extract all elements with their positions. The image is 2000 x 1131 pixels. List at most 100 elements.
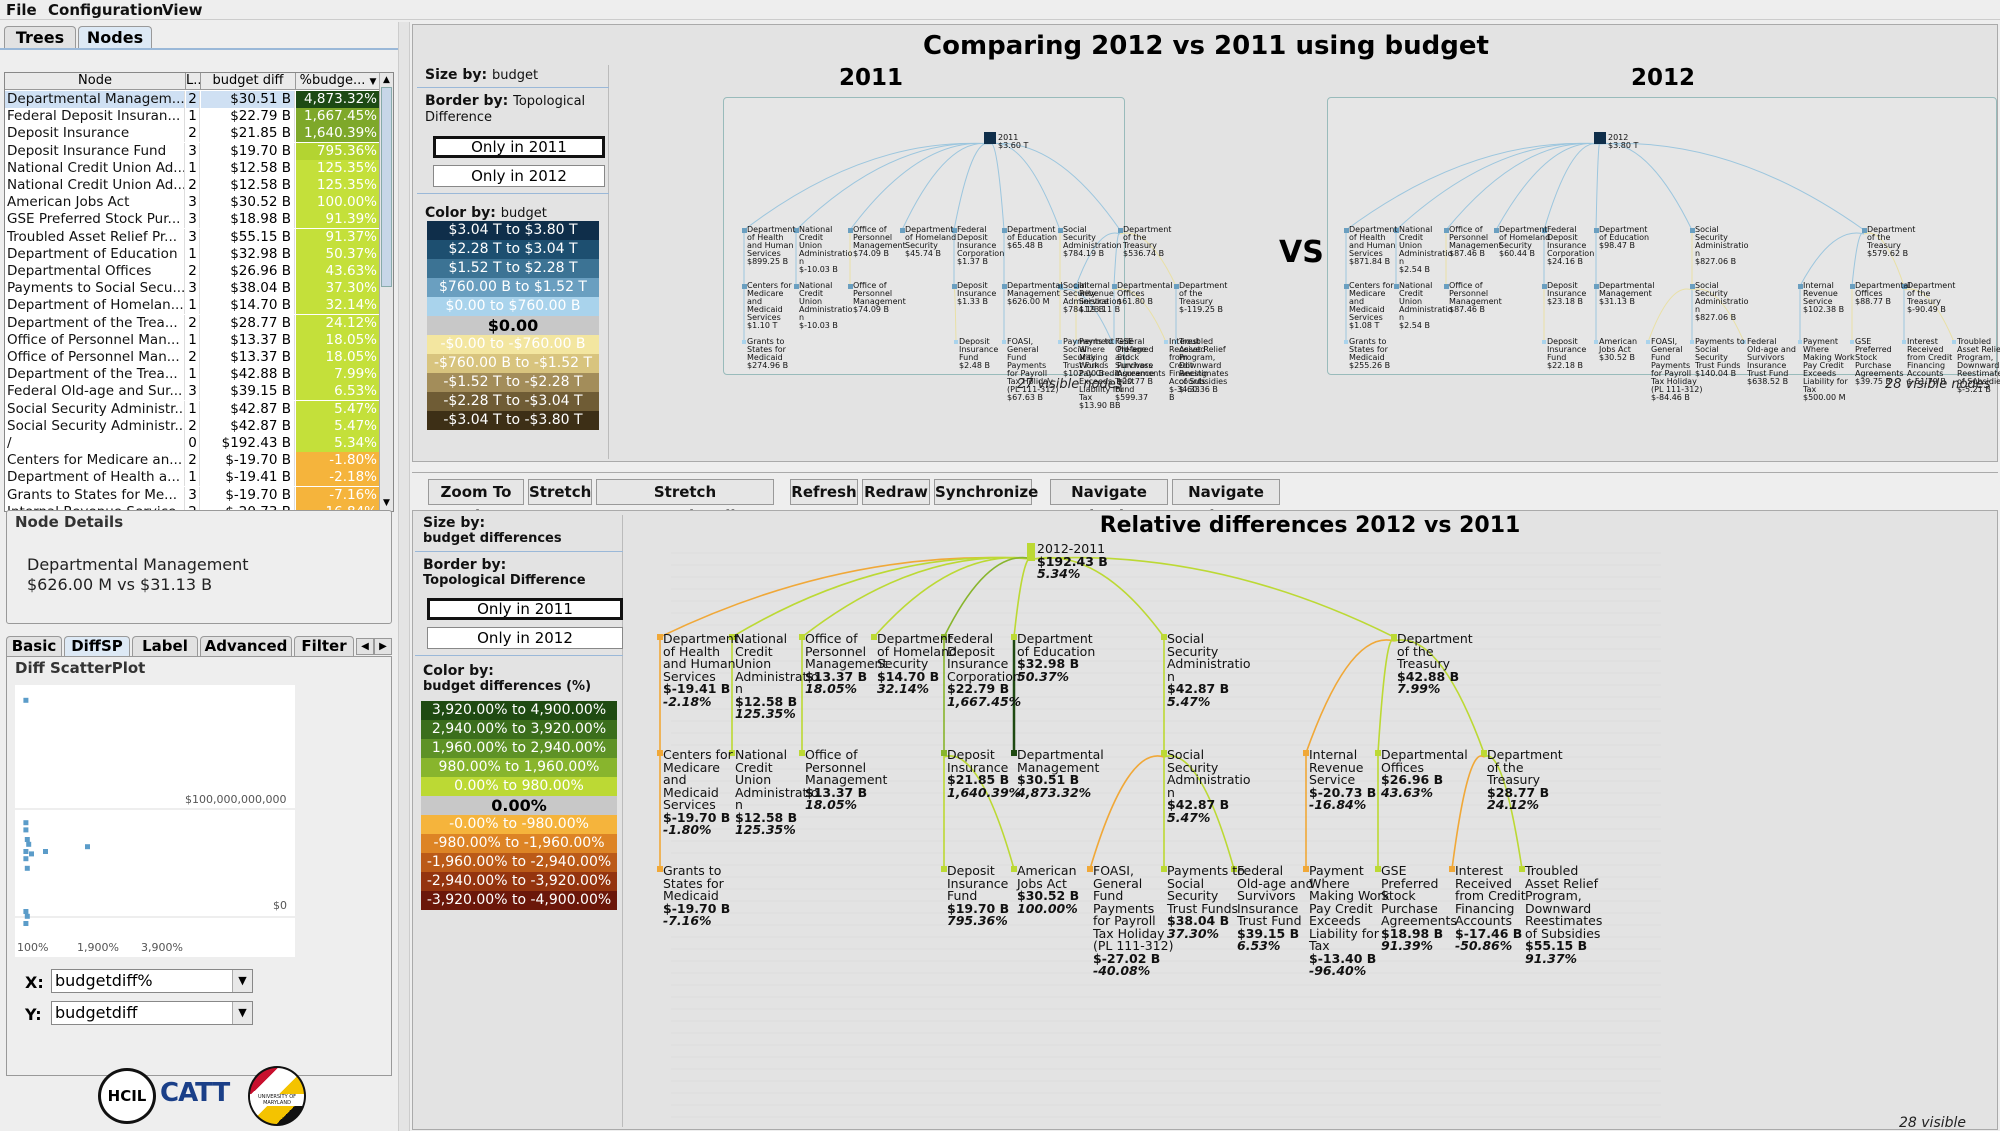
only-2011-button[interactable]: Only in 2011 [433, 136, 605, 158]
tab-label[interactable]: Label [132, 636, 198, 656]
tree-node-label[interactable]: Deposit Insurance $1.33 B [957, 281, 997, 306]
tree-node-label[interactable]: Grants to States for Medicaid $274.96 B [747, 337, 789, 370]
tree-node-label[interactable]: FOASI, General Fund Payments for Payroll… [1007, 337, 1059, 402]
diff-node-marker[interactable] [729, 634, 735, 640]
table-row[interactable]: Federal Old-age and Sur... 3 $39.15 B 6.53% [5, 383, 381, 401]
tab-advanced[interactable]: Advanced [200, 636, 292, 656]
diff-node-marker[interactable] [1375, 750, 1381, 756]
tree-node-label[interactable]: Troubled Asset Relief Program, Downward … [1179, 337, 1229, 394]
diff-node-label[interactable]: Federal Old-age and Survivors Insurance … [1237, 864, 1314, 953]
tree-node-marker[interactable] [1002, 340, 1006, 344]
tree-node-label[interactable]: Deposit Insurance Fund $22.18 B [1547, 337, 1587, 370]
legend-bin[interactable]: -$1.52 T to -$2.28 T [427, 373, 599, 392]
diff-node-marker[interactable] [1303, 866, 1309, 872]
legend-bin[interactable]: -980.00% to -1,960.00% [421, 834, 617, 853]
legend-bin[interactable]: 0.00% [421, 796, 617, 815]
legend-bin[interactable]: -$760.00 B to -$1.52 T [427, 354, 599, 373]
diff-node-marker[interactable] [1161, 634, 1167, 640]
tree-node-marker[interactable] [1542, 284, 1547, 289]
legend-bin[interactable]: 2,940.00% to 3,920.00% [421, 720, 617, 739]
tree-node-marker[interactable] [1344, 340, 1348, 344]
scatter-point[interactable] [85, 844, 90, 850]
table-row[interactable]: Social Security Administr... 2 $42.87 B 5.4… [5, 417, 381, 435]
diff-node-label[interactable]: Department of Health and Human Services $… [663, 632, 739, 708]
tree-node-label[interactable]: Internal Revenue Service $102.38 B [1803, 281, 1845, 314]
col-header-node[interactable]: Node [5, 73, 186, 90]
table-row[interactable]: Grants to States for Me... 3 $-19.70 B -7.1… [5, 486, 381, 504]
diff-node-marker[interactable] [1519, 866, 1525, 872]
tree-node-label[interactable]: National Credit Union Administratio n $2… [1399, 281, 1453, 330]
tab-scroll-left-icon[interactable]: ◀ [356, 638, 374, 655]
table-row[interactable]: National Credit Union Ad... 1 $12.58 B 125.… [5, 159, 381, 177]
scatter-point[interactable] [23, 849, 29, 854]
tree-node-label[interactable]: Department of Homeland Security $60.44 B [1499, 225, 1551, 258]
table-row[interactable]: Deposit Insurance 2 $21.85 B 1,640.39% [5, 125, 381, 143]
tree-node-label[interactable]: Deposit Insurance $23.18 B [1547, 281, 1587, 306]
diff-node-marker[interactable] [1449, 866, 1455, 872]
tree-node-label[interactable]: National Credit Union Administratio n $-… [799, 281, 853, 330]
legend-bin[interactable]: -$0.00 to -$760.00 B [427, 335, 599, 354]
tree-node-marker[interactable] [1690, 228, 1695, 233]
col-header-level[interactable]: L... [186, 73, 201, 90]
diff-node-marker[interactable] [871, 634, 877, 640]
table-row[interactable]: GSE Preferred Stock Pur... 3 $18.98 B 91.39… [5, 211, 381, 229]
menu-file[interactable]: File [6, 1, 37, 19]
legend-bin[interactable]: -2,940.00% to -3,920.00% [421, 872, 617, 891]
tree-node-label[interactable]: Centers for Medicare and Medicaid Servic… [1349, 281, 1394, 330]
diff-node-marker[interactable] [941, 750, 947, 756]
tree-node-label[interactable]: American Jobs Act $30.52 B [1599, 337, 1638, 362]
diff-node-label[interactable]: Troubled Asset Relief Program, Downward … [1525, 864, 1602, 965]
toolbar-synchronize-button[interactable]: Synchronize [934, 479, 1038, 505]
diff-node-marker[interactable] [1303, 750, 1309, 756]
diff-node-label[interactable]: Centers for Medicare and Medicaid Servic… [663, 748, 733, 837]
tree-node-label[interactable]: Centers for Medicare and Medicaid Servic… [747, 281, 792, 330]
tree-node-marker[interactable] [1494, 228, 1499, 233]
scroll-down-icon[interactable]: ▼ [383, 498, 390, 508]
diff-node-marker[interactable] [1011, 866, 1017, 872]
toolbar-stretch-proportionally-button[interactable]: Stretch Proportionally [596, 479, 774, 525]
tree-node-label[interactable]: Federal Deposit Insurance Corporation $2… [1547, 225, 1595, 266]
tree-node-marker[interactable] [1174, 284, 1179, 289]
diff-node-label[interactable]: Grants to States for Medicaid $-19.70 B -7… [663, 864, 730, 928]
legend-bin[interactable]: -$2.28 T to -$3.04 T [427, 392, 599, 411]
table-row[interactable]: Department of Homelan... 1 $14.70 B 32.14% [5, 297, 381, 315]
toolbar-navigate-back-button[interactable]: Navigate back [1050, 479, 1168, 525]
tree-node-label[interactable]: Federal Old-age and Survivors Insurance … [1747, 337, 1796, 386]
tree-node-label[interactable]: 2011 $3.60 T [998, 133, 1029, 150]
tree-node-marker[interactable] [742, 340, 746, 344]
diff-node-marker[interactable] [657, 750, 663, 756]
tree-node-label[interactable]: Departmental Offices $61.80 B [1117, 281, 1173, 306]
scatter-point[interactable] [24, 913, 30, 919]
tree-node-marker[interactable] [848, 284, 853, 289]
diff-node-label[interactable]: American Jobs Act $30.52 B 100.00% [1017, 864, 1079, 915]
tree-node-marker[interactable] [952, 228, 957, 233]
tree-node-label[interactable]: Departmental Management $31.13 B [1599, 281, 1655, 306]
tree-node-marker[interactable] [742, 284, 747, 289]
x-axis-select[interactable]: budgetdiff% ▼ [51, 969, 253, 993]
diff-node-label[interactable]: Departmental Management $30.51 B 4,873.32% [1017, 748, 1104, 799]
tree-node-marker[interactable] [1594, 228, 1599, 233]
legend-bin[interactable]: -1,960.00% to -2,940.00% [421, 853, 617, 872]
diff-node-label[interactable]: Payments to Social Security Trust Funds $… [1167, 864, 1245, 940]
table-row[interactable]: Office of Personnel Man... 1 $13.37 B 18.05… [5, 331, 381, 349]
tree-node-marker[interactable] [742, 228, 747, 233]
tree-node-marker[interactable] [1952, 340, 1956, 344]
tree-node-marker[interactable] [1074, 284, 1079, 289]
diff-only-2011-button[interactable]: Only in 2011 [427, 598, 623, 620]
tree-node-label[interactable]: Federal Old-age and Survivors Insurance … [1115, 337, 1155, 410]
tree-2012-canvas[interactable]: 2012 $3.80 T Department of Health and Hum… [1327, 97, 2000, 402]
legend-bin[interactable]: $2.28 T to $3.04 T [427, 240, 599, 259]
diff-node-label[interactable]: Office of Personnel Management $13.37 B 18… [805, 748, 887, 812]
y-axis-select[interactable]: budgetdiff ▼ [51, 1001, 253, 1025]
legend-bin[interactable]: 1,960.00% to 2,940.00% [421, 739, 617, 758]
legend-bin[interactable]: 980.00% to 1,960.00% [421, 758, 617, 777]
legend-bin[interactable]: $760.00 B to $1.52 T [427, 278, 599, 297]
tree-node-label[interactable]: Payments to Social Security Trust Funds … [1063, 337, 1113, 378]
diff-node-label[interactable]: Departmental Offices $26.96 B 43.63% [1381, 748, 1468, 799]
scatter-point[interactable] [43, 849, 48, 854]
legend-bin[interactable]: $1.52 T to $2.28 T [427, 259, 599, 278]
tree-node-label[interactable]: Social Security Administration $784.19 B [1063, 225, 1122, 258]
tree-node-marker[interactable] [1058, 228, 1063, 233]
tree-node-label[interactable]: Department of the Treasury $536.74 B [1123, 225, 1172, 258]
